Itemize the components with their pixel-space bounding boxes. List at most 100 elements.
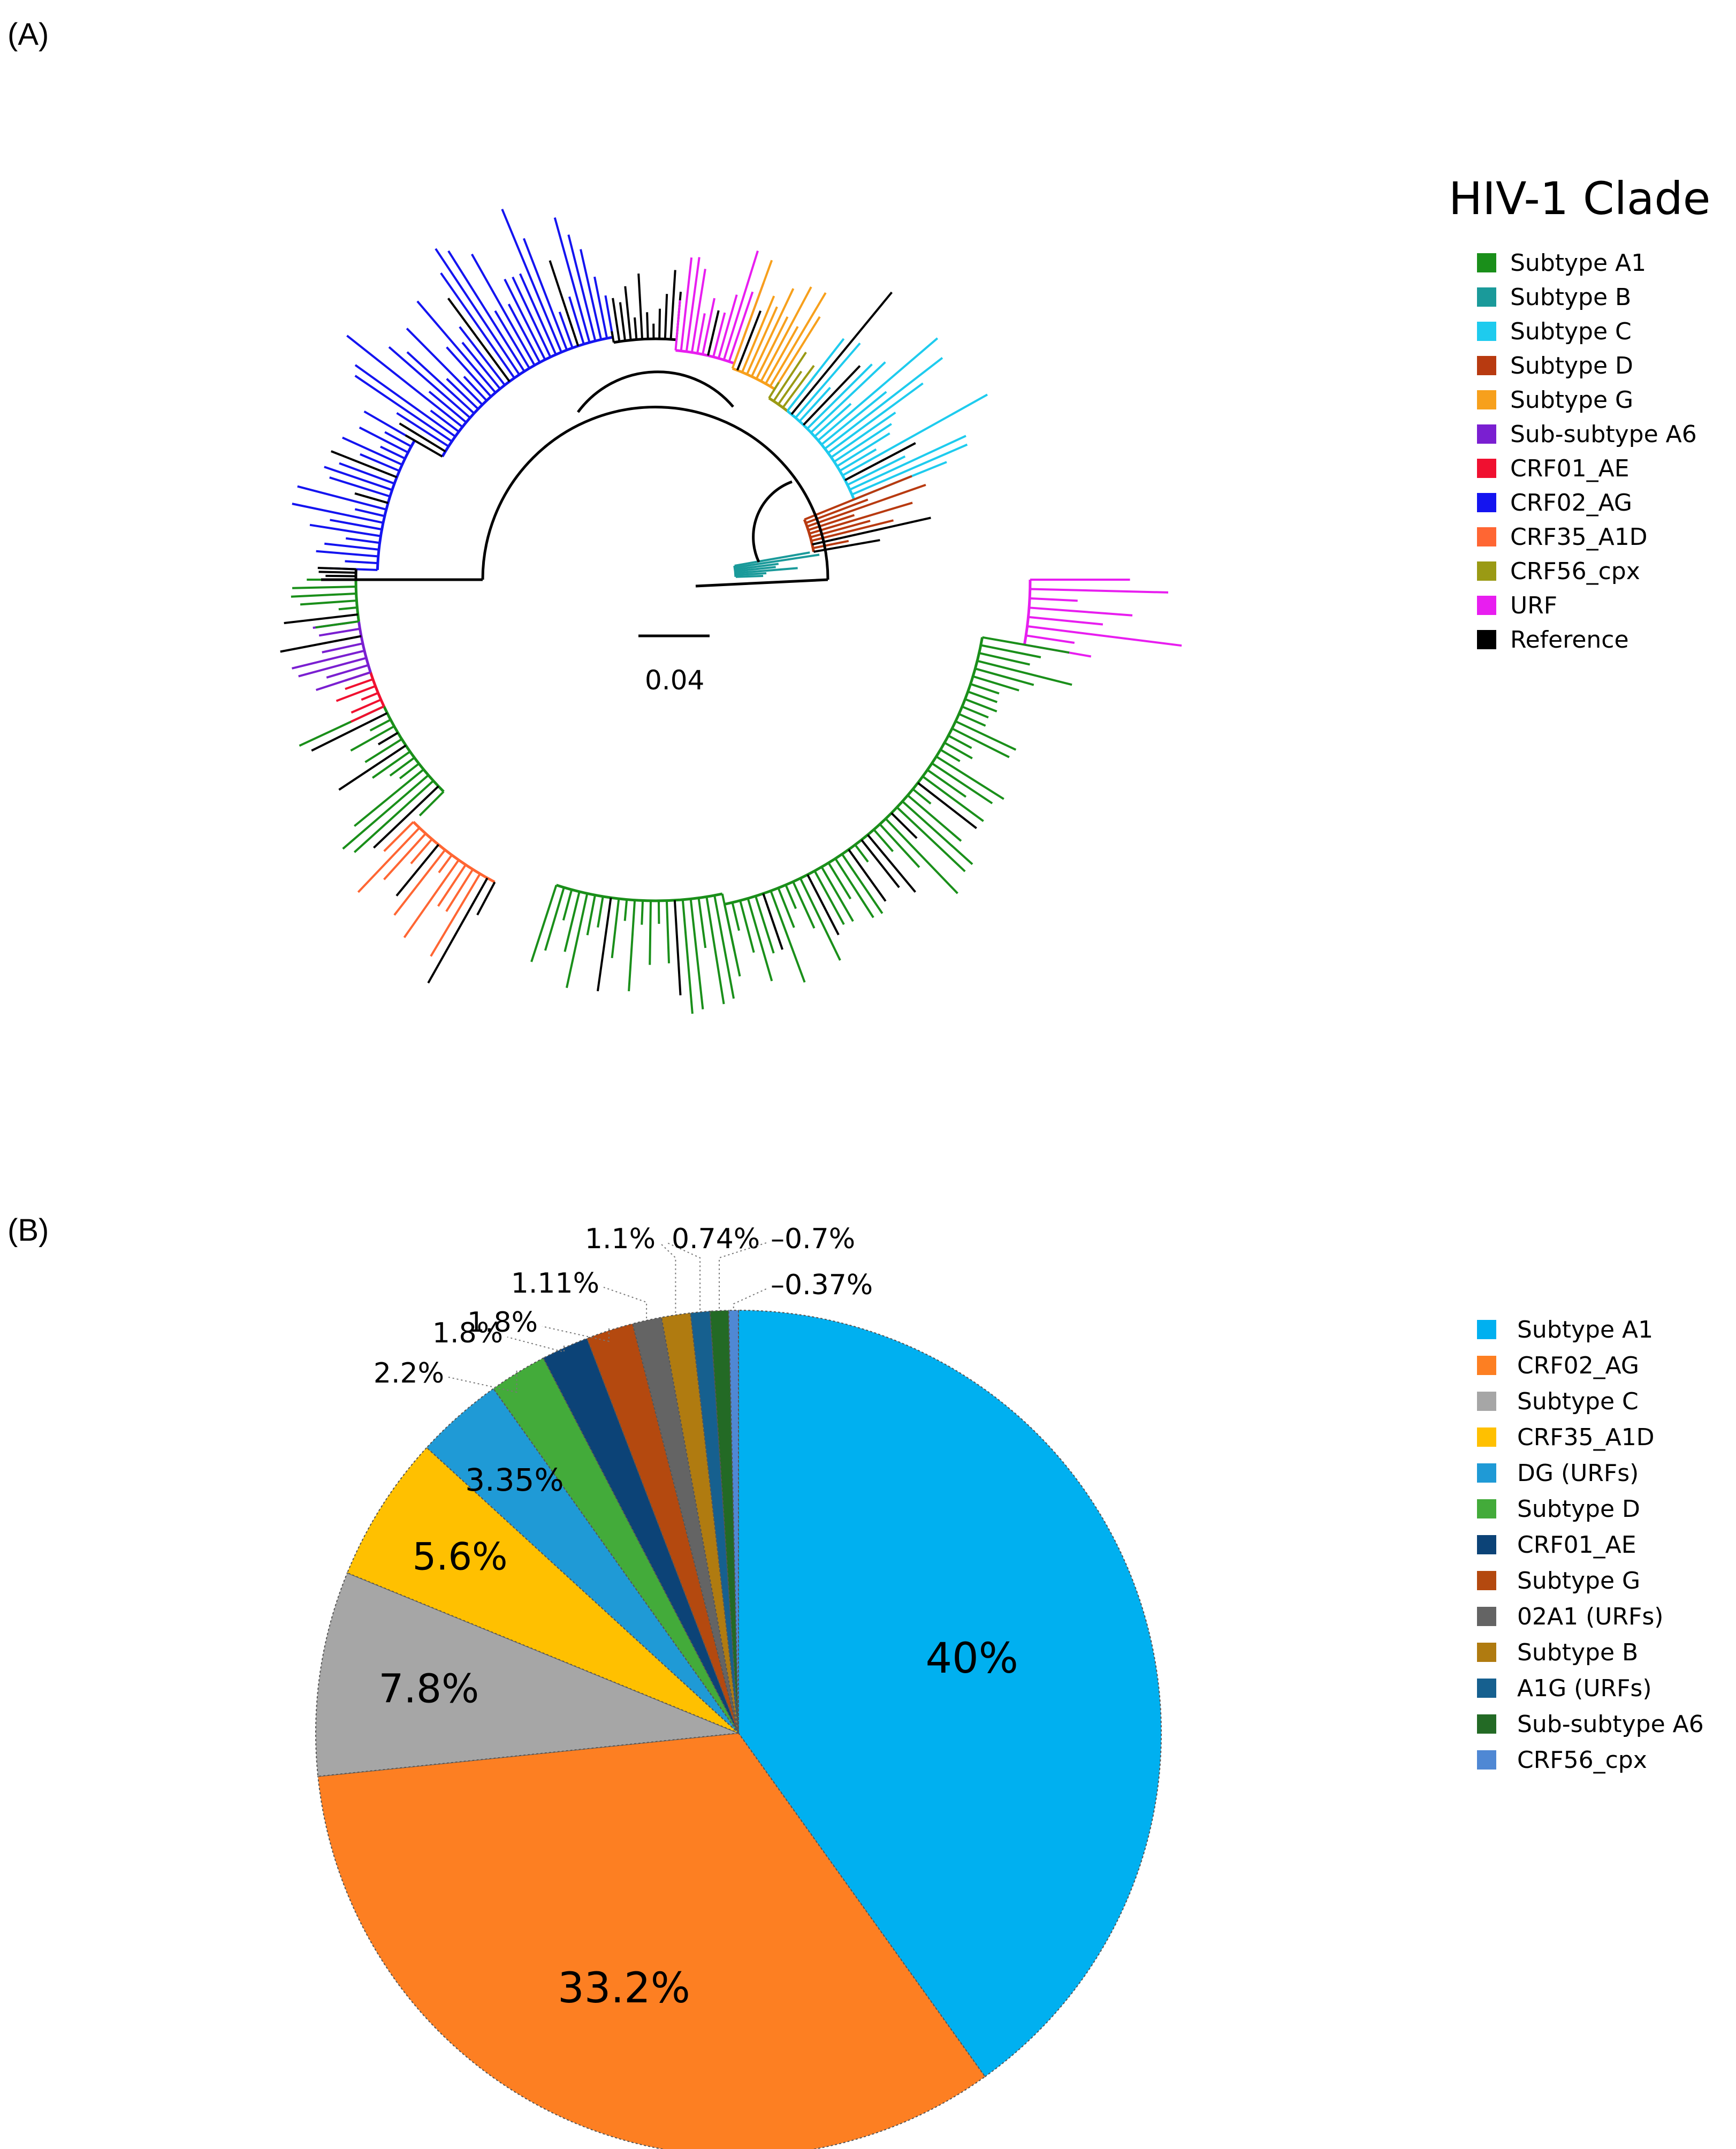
tree-branch xyxy=(851,443,968,496)
tree-branch xyxy=(811,519,894,542)
tree-branch xyxy=(284,613,359,625)
tree-branch xyxy=(755,895,775,954)
tree-branch xyxy=(873,829,894,852)
tree-branch xyxy=(593,276,608,339)
tree-branch xyxy=(389,756,415,777)
tree-branch xyxy=(354,364,456,438)
tree-branch xyxy=(395,844,439,897)
pie-data-label: 33.2% xyxy=(558,1964,690,2013)
tree-branch xyxy=(359,426,409,454)
tree-clade-arc xyxy=(732,367,775,390)
tree-branch xyxy=(854,844,869,863)
tree-branch xyxy=(399,763,420,780)
tree-legend-label: CRF01_AE xyxy=(1510,455,1630,482)
tree-branch xyxy=(808,514,855,531)
tree-branch xyxy=(346,537,380,544)
tree-branch xyxy=(354,492,389,504)
tree-branch xyxy=(383,821,414,852)
tree-branch xyxy=(291,593,356,598)
tree-branch xyxy=(831,412,896,459)
tree-branch xyxy=(280,635,362,653)
tree-branch xyxy=(350,725,395,752)
pie-data-label: 2.2% xyxy=(374,1357,444,1389)
pie-legend-label: Subtype B xyxy=(1517,1639,1638,1666)
pie-slice xyxy=(317,1732,986,2149)
tree-branch xyxy=(316,550,378,558)
pie-data-label: 1.1% xyxy=(585,1223,656,1255)
pie-legend-label: Subtype C xyxy=(1517,1388,1639,1415)
tree-branch xyxy=(430,409,460,433)
tree-legend-swatch xyxy=(1477,322,1496,341)
pie-legend-label: Subtype D xyxy=(1517,1495,1640,1523)
tree-branch xyxy=(342,774,429,850)
tree-branch xyxy=(435,248,521,376)
pie-legend-swatch xyxy=(1477,1714,1496,1734)
tree-legend-swatch xyxy=(1477,596,1496,615)
tree-branch xyxy=(769,292,827,387)
tree-branch xyxy=(371,750,411,779)
tree-branch xyxy=(817,337,939,442)
tree-branch xyxy=(741,295,775,373)
tree-legend-label: Reference xyxy=(1510,626,1629,654)
tree-branch xyxy=(1029,606,1133,617)
tree-branch xyxy=(917,782,977,829)
pie-slice xyxy=(728,1309,739,1734)
tree-branch xyxy=(1028,616,1103,626)
tree-branch xyxy=(384,431,412,447)
tree-branch xyxy=(623,899,628,921)
tree-branch xyxy=(388,346,471,419)
pie-leader-line xyxy=(507,1337,565,1353)
pie-slice xyxy=(690,1310,739,1734)
pie-data-label: 3.35% xyxy=(465,1462,564,1498)
tree-branch xyxy=(728,291,754,362)
tree-branch xyxy=(383,833,427,880)
tree-branch xyxy=(804,475,912,521)
pie-legend-label: A1G (URFs) xyxy=(1517,1675,1652,1702)
tree-branch xyxy=(351,705,385,723)
tree-clade-arc xyxy=(786,409,856,500)
tree-branch xyxy=(318,627,360,637)
tree-clade-arc xyxy=(441,336,613,458)
pie-data-label: –0.7% xyxy=(771,1223,855,1255)
tree-branch xyxy=(292,649,365,670)
tree-branch xyxy=(1030,588,1169,594)
pie-legend-label: Subtype A1 xyxy=(1517,1316,1653,1343)
tree-branch xyxy=(326,664,369,679)
tree-branch xyxy=(735,566,776,573)
tree-branch xyxy=(641,900,644,925)
tree-branch xyxy=(345,560,378,565)
tree-branch xyxy=(567,234,597,341)
tree-branch xyxy=(507,303,541,363)
tree-branch xyxy=(512,276,552,358)
tree-branch xyxy=(646,312,649,339)
tree-branch xyxy=(353,769,424,827)
tree-branch xyxy=(463,376,488,401)
tree-branch xyxy=(777,887,795,928)
tree-branch xyxy=(812,540,849,550)
tree-branch xyxy=(970,683,1000,695)
tree-branch xyxy=(331,450,398,479)
pie-slice xyxy=(425,1387,739,1734)
tree-branch xyxy=(669,270,676,340)
tree-branch xyxy=(722,250,759,360)
tree-branch xyxy=(890,812,918,839)
tree-branch xyxy=(827,862,852,900)
tree-branch xyxy=(979,652,1030,666)
tree-legend-label: CRF35_A1D xyxy=(1510,523,1648,551)
tree-branch xyxy=(735,567,798,574)
pie-slice xyxy=(586,1323,739,1734)
pie-data-label: 1.8% xyxy=(432,1317,503,1349)
tree-branch xyxy=(549,260,580,346)
pie-legend-swatch xyxy=(1477,1571,1496,1590)
tree-branch xyxy=(322,642,363,654)
tree-branch xyxy=(649,900,652,965)
tree-branch xyxy=(342,436,403,466)
tree-branch xyxy=(596,897,612,992)
tree-branch xyxy=(611,331,615,343)
tree-branch xyxy=(739,900,755,953)
pie-slice xyxy=(346,1447,739,1734)
tree-branch xyxy=(944,741,973,760)
tree-branch xyxy=(317,566,356,571)
tree-branch xyxy=(982,636,1070,654)
